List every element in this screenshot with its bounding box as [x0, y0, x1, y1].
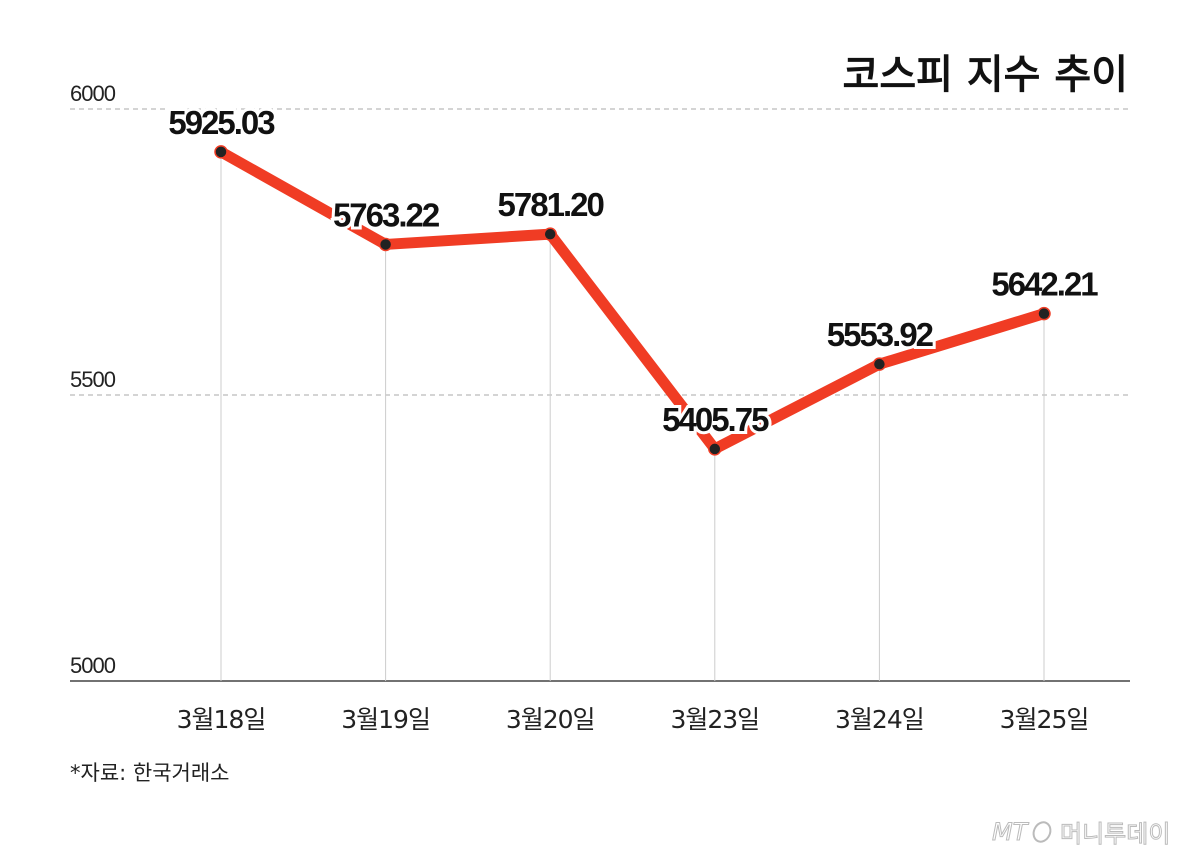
data-point [214, 145, 228, 159]
data-point [1037, 306, 1051, 321]
logo-mark: MT [992, 818, 1030, 846]
data-point [543, 227, 557, 241]
logo-name: 머니투데이 [1060, 820, 1170, 848]
x-tick-label: 3월18일 [177, 705, 266, 734]
source-note: *자료: 한국거래소 [70, 761, 230, 785]
logo-icon [1032, 821, 1052, 843]
logo: MT 머니투데이 [992, 818, 1171, 849]
x-tick-label: 3월23일 [670, 705, 759, 734]
x-tick-label: 3월24일 [835, 705, 924, 734]
data-label: 5642.21 [991, 266, 1098, 303]
data-label: 5405.75 [662, 401, 769, 438]
data-label: 5925.03 [168, 104, 275, 141]
x-tick-label: 3월25일 [1000, 705, 1089, 734]
chart-title: 코스피 지수 추이 [843, 52, 1128, 98]
data-point [872, 357, 887, 371]
data-label: 5553.92 [827, 316, 934, 353]
data-point [708, 442, 722, 456]
data-label: 5763.22 [333, 196, 440, 233]
series-line [215, 146, 1050, 455]
y-tick-label: 5500 [70, 367, 116, 392]
data-point [378, 237, 393, 252]
y-tick-label: 6000 [70, 81, 116, 106]
data-label: 5781.20 [498, 186, 604, 223]
y-tick-label: 5000 [70, 653, 116, 678]
x-tick-label: 3월20일 [506, 705, 595, 734]
x-tick-label: 3월19일 [341, 705, 430, 734]
